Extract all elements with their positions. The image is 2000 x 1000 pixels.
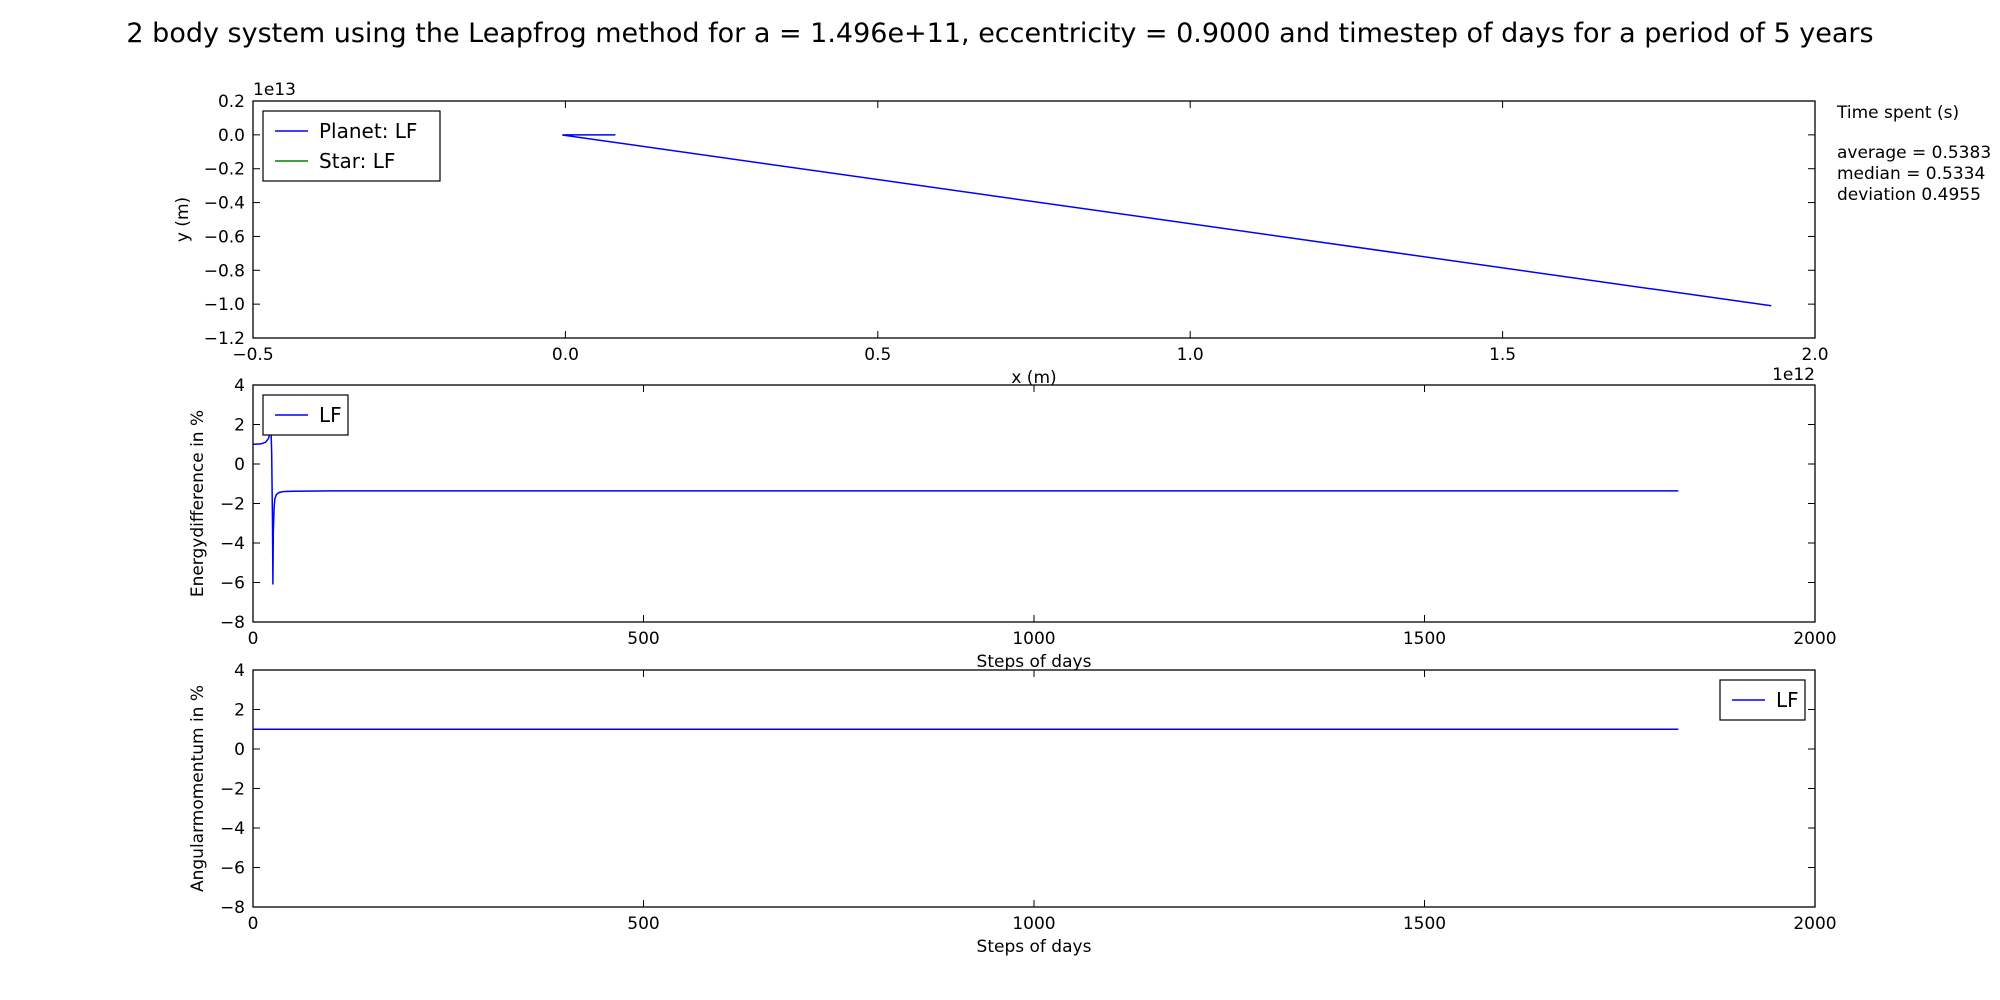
orbit-x-tick-label: 1.5 [1489, 345, 1516, 365]
time-spent-average: average = 0.5383 [1837, 143, 1991, 163]
time-spent-heading: Time spent (s) [1836, 103, 1959, 123]
orbit-plot: −0.5 0.0 0.5 1.0 1.5 2.0 0.2 0.0 −0.2 −0.4 −0.6 −0.… [173, 80, 1829, 388]
orbit-x-tick-label: 0.0 [552, 345, 579, 365]
angular-x-tick-label: 500 [627, 914, 659, 934]
angular-x-tick-label: 0 [248, 914, 259, 934]
angular-legend-label: LF [1776, 688, 1799, 712]
orbit-y-tick-label: 0.2 [218, 92, 245, 112]
energy-y-tick-label: −8 [220, 613, 245, 633]
energy-y-tick-label: −2 [220, 495, 245, 515]
orbit-legend-label: Planet: LF [319, 119, 417, 143]
energy-series-0-line [252, 428, 1679, 585]
orbit-series-0-line [562, 134, 1772, 307]
energy-y-tick-label: 4 [234, 376, 245, 396]
energy-x-tick-label: 0 [248, 629, 259, 649]
angular-axes-frame [252, 669, 1816, 908]
energy-plot: 0 500 1000 1500 2000 4 2 0 −2 −4 −6 −8 Steps of days… [188, 376, 1837, 672]
orbit-legend-box [262, 110, 441, 182]
figure-title: 2 body system using the Leapfrog method … [126, 18, 1873, 49]
energy-y-tick-label: −6 [220, 574, 245, 594]
orbit-y-tick-label: −1.0 [204, 295, 245, 315]
energy-legend-label: LF [319, 403, 342, 427]
angular-y-tick-label: −8 [220, 898, 245, 918]
orbit-x-tick-label: −0.5 [232, 345, 273, 365]
energy-y-tick-label: 0 [234, 455, 245, 475]
angular-y-tick-label: 0 [234, 740, 245, 760]
energy-axes-frame [252, 384, 1816, 623]
orbit-y-tick-label: −0.8 [204, 261, 245, 281]
orbit-y-tick-label: −0.6 [204, 227, 245, 247]
orbit-y-tick-label: −0.2 [204, 160, 245, 180]
angular-x-tick-label: 1000 [1012, 914, 1055, 934]
orbit-legend-label: Star: LF [319, 149, 395, 173]
energy-y-tick-label: 2 [234, 416, 245, 436]
energy-x-tick-label: 1000 [1012, 629, 1055, 649]
orbit-x-tick-label: 1.0 [1177, 345, 1204, 365]
orbit-x-offset-label: 1e12 [1772, 365, 1815, 385]
orbit-axes-frame [252, 100, 1816, 339]
angular-y-tick-label: −2 [220, 780, 245, 800]
energy-x-tick-label: 500 [627, 629, 659, 649]
time-spent-median: median = 0.5334 [1837, 164, 1985, 184]
orbit-y-tick-label: −0.4 [204, 194, 245, 214]
angular-y-tick-label: 4 [234, 661, 245, 681]
angular-y-tick-label: 2 [234, 701, 245, 721]
energy-x-tick-label: 1500 [1403, 629, 1446, 649]
orbit-y-tick-label: 0.0 [218, 126, 245, 146]
orbit-y-axis-label: y (m) [173, 197, 193, 242]
orbit-y-tick-label: −1.2 [204, 329, 245, 349]
energy-x-axis-label: Steps of days [977, 652, 1092, 672]
orbit-x-tick-label: 0.5 [864, 345, 891, 365]
angular-momentum-plot: 0 500 1000 1500 2000 4 2 0 −2 −4 −6 −8 Steps of days… [188, 661, 1837, 957]
energy-x-tick-label: 2000 [1793, 629, 1836, 649]
angular-x-tick-label: 1500 [1403, 914, 1446, 934]
angular-y-tick-label: −6 [220, 859, 245, 879]
angular-x-tick-label: 2000 [1793, 914, 1836, 934]
orbit-x-tick-label: 2.0 [1801, 345, 1828, 365]
angular-x-axis-label: Steps of days [977, 937, 1092, 957]
energy-y-axis-label: Energydifference in % [188, 410, 208, 597]
time-spent-deviation: deviation 0.4955 [1837, 185, 1981, 205]
angular-y-tick-label: −4 [220, 819, 245, 839]
energy-y-tick-label: −4 [220, 534, 245, 554]
orbit-y-offset-label: 1e13 [253, 80, 296, 100]
orbit-x-axis-label: x (m) [1011, 368, 1056, 388]
angular-y-axis-label: Angularmomentum in % [188, 685, 208, 892]
time-spent-panel: Time spent (s) average = 0.5383 median =… [1836, 103, 1991, 205]
